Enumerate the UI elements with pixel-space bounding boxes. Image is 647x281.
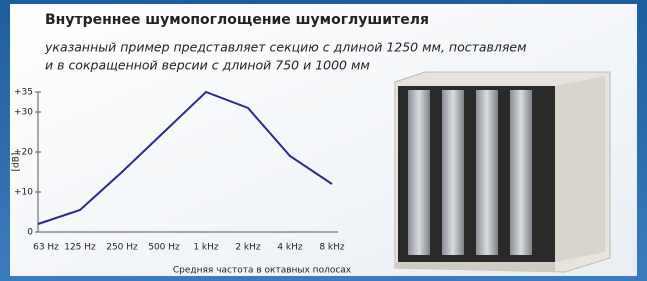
page: Внутреннее шумопоглощение шумоглушителя … [0,0,647,281]
y-tick-label: +10 [14,188,33,198]
y-tick-label: +35 [14,88,33,98]
x-tick-label: 8 kHz [319,243,345,253]
y-tick-label: +30 [14,108,33,118]
x-tick-label: 2 kHz [235,243,261,253]
x-tick-label: 1 kHz [193,243,219,253]
x-tick-label: 63 Hz [33,243,59,253]
x-axis-label: Средняя частота в октавных полосах [173,266,352,276]
subtitle: и в сокращенной версии с длиной 750 и 10… [45,58,370,73]
x-tick-label: 4 kHz [277,243,303,253]
y-tick-label: 0 [27,228,33,238]
silencer-image [395,72,610,272]
y-axis-label: [dB] [12,153,22,172]
x-tick-label: 500 Hz [148,243,180,253]
x-tick-label: 250 Hz [106,243,138,253]
x-tick-label: 125 Hz [64,243,96,253]
subtitle: указанный пример представляет секцию с д… [44,40,527,55]
title: Внутреннее шумопоглощение шумоглушителя [45,12,429,28]
